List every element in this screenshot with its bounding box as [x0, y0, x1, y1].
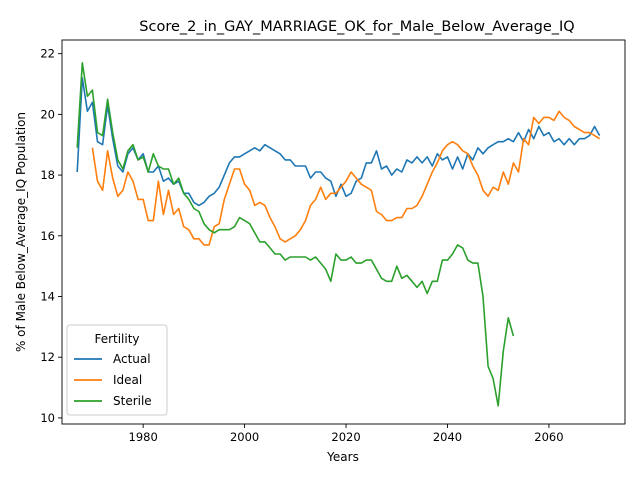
axes: 1980 2000 2020 2040 2060 10 12 14 16 18 20 22 [40, 39, 626, 444]
x-tick-label: 2020 [331, 430, 360, 444]
series-line-sterile [76, 61, 515, 407]
x-tick-label: 2060 [534, 430, 563, 444]
x-axis-label: Years [326, 450, 359, 464]
y-tick-label: 16 [40, 229, 55, 243]
x-tick-label: 1980 [129, 430, 158, 444]
y-tick-label: 12 [40, 350, 55, 364]
plot-frame [61, 39, 626, 425]
series-line-actual [76, 77, 601, 207]
chart-title: Score_2_in_GAY_MARRIAGE_OK_for_Male_Belo… [139, 19, 574, 35]
y-tick-label: 20 [40, 107, 55, 121]
series-lines [76, 61, 601, 407]
y-tick-label: 22 [40, 47, 55, 61]
x-tick-label: 2000 [230, 430, 259, 444]
legend-frame [66, 324, 168, 416]
y-tick-label: 10 [40, 411, 55, 425]
x-tick-label: 2040 [433, 430, 462, 444]
legend-title: Fertility [94, 332, 139, 346]
y-tick-label: 14 [40, 290, 55, 304]
series-line-ideal [91, 110, 601, 246]
legend-label-ideal: Ideal [113, 373, 142, 387]
y-axis-label: % of Male Below_Average_IQ Population [14, 112, 28, 352]
legend-label-actual: Actual [113, 352, 151, 366]
y-tick-label: 18 [40, 168, 55, 182]
legend-label-sterile: Sterile [113, 394, 152, 408]
legend: Fertility Actual Ideal Sterile [66, 324, 168, 416]
